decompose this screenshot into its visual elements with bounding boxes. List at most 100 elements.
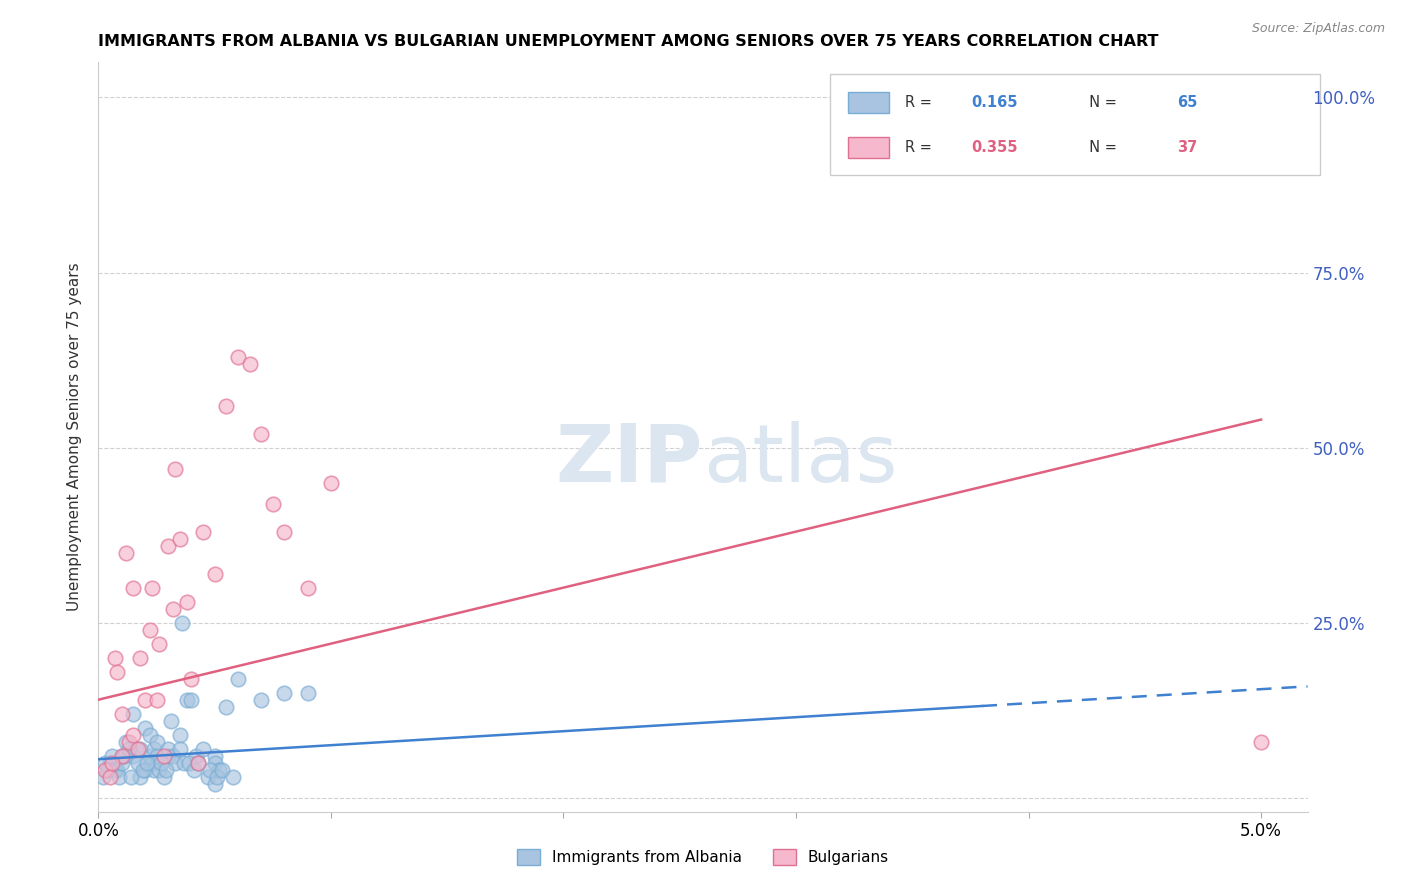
Point [101, 756, 124, 770]
Point [111, 748, 134, 763]
Point [205, 770, 228, 784]
Point [297, 581, 319, 595]
Point [122, 581, 145, 595]
Point [138, 748, 160, 763]
Point [122, 728, 145, 742]
Point [204, 777, 226, 791]
Point [157, 741, 180, 756]
Point [191, 741, 214, 756]
Point [108, 770, 131, 784]
Point [204, 566, 226, 581]
Point [180, 672, 202, 686]
Point [176, 594, 198, 608]
Point [105, 763, 128, 777]
Point [183, 763, 205, 777]
Point [250, 426, 273, 441]
Point [111, 756, 134, 770]
Text: 65: 65 [1177, 95, 1198, 110]
Point [222, 770, 245, 784]
Point [173, 756, 195, 770]
Point [184, 748, 207, 763]
Point [169, 728, 191, 742]
Point [169, 532, 191, 546]
Point [172, 615, 194, 630]
Point [143, 763, 166, 777]
Point [97, 763, 120, 777]
Point [91, 770, 114, 784]
Point [169, 741, 191, 756]
Point [1250, 734, 1272, 748]
Point [250, 692, 273, 706]
Point [159, 714, 181, 728]
Point [145, 692, 167, 706]
Point [94, 756, 117, 770]
Point [141, 756, 163, 770]
Point [198, 763, 221, 777]
Text: N =: N = [1080, 140, 1122, 154]
Point [112, 748, 135, 763]
Text: IMMIGRANTS FROM ALBANIA VS BULGARIAN UNEMPLOYMENT AMONG SENIORS OVER 75 YEARS CO: IMMIGRANTS FROM ALBANIA VS BULGARIAN UNE… [98, 34, 1159, 49]
Point [297, 686, 319, 700]
Point [273, 686, 295, 700]
Point [120, 770, 142, 784]
Point [105, 665, 128, 679]
Point [143, 741, 166, 756]
Point [94, 763, 117, 777]
Point [129, 741, 152, 756]
Point [197, 770, 219, 784]
Point [111, 706, 134, 721]
Point [138, 728, 160, 742]
Point [262, 497, 284, 511]
Point [157, 539, 180, 553]
Point [104, 763, 127, 777]
Point [187, 756, 209, 770]
Point [148, 763, 170, 777]
Point [145, 734, 167, 748]
Point [162, 601, 184, 615]
Point [115, 734, 138, 748]
Point [180, 692, 202, 706]
Point [122, 706, 145, 721]
Point [136, 756, 159, 770]
Point [239, 357, 262, 371]
Point [98, 770, 121, 784]
Point [98, 756, 121, 770]
Point [129, 650, 152, 665]
Point [155, 763, 177, 777]
Text: R =: R = [905, 95, 936, 110]
Point [226, 350, 249, 364]
Text: Source: ZipAtlas.com: Source: ZipAtlas.com [1251, 22, 1385, 36]
Point [118, 741, 141, 756]
Point [134, 692, 156, 706]
Point [124, 741, 146, 756]
Point [118, 734, 141, 748]
Point [211, 763, 233, 777]
Point [215, 699, 238, 714]
Text: N =: N = [1080, 95, 1122, 110]
FancyBboxPatch shape [848, 136, 889, 158]
Point [204, 756, 226, 770]
Point [138, 623, 160, 637]
Point [134, 721, 156, 735]
Text: atlas: atlas [703, 420, 897, 499]
Point [150, 756, 173, 770]
Point [179, 756, 201, 770]
Text: 37: 37 [1177, 140, 1198, 154]
Point [226, 672, 249, 686]
Point [204, 748, 226, 763]
Point [148, 637, 170, 651]
Point [145, 748, 167, 763]
FancyBboxPatch shape [848, 92, 889, 112]
Point [115, 546, 138, 560]
Point [319, 475, 342, 490]
Text: ZIP: ZIP [555, 420, 703, 499]
Point [141, 581, 163, 595]
Point [273, 524, 295, 539]
Point [191, 524, 214, 539]
Point [215, 399, 238, 413]
Point [104, 650, 127, 665]
FancyBboxPatch shape [830, 74, 1320, 175]
Point [101, 748, 124, 763]
Point [134, 763, 156, 777]
Point [152, 770, 174, 784]
